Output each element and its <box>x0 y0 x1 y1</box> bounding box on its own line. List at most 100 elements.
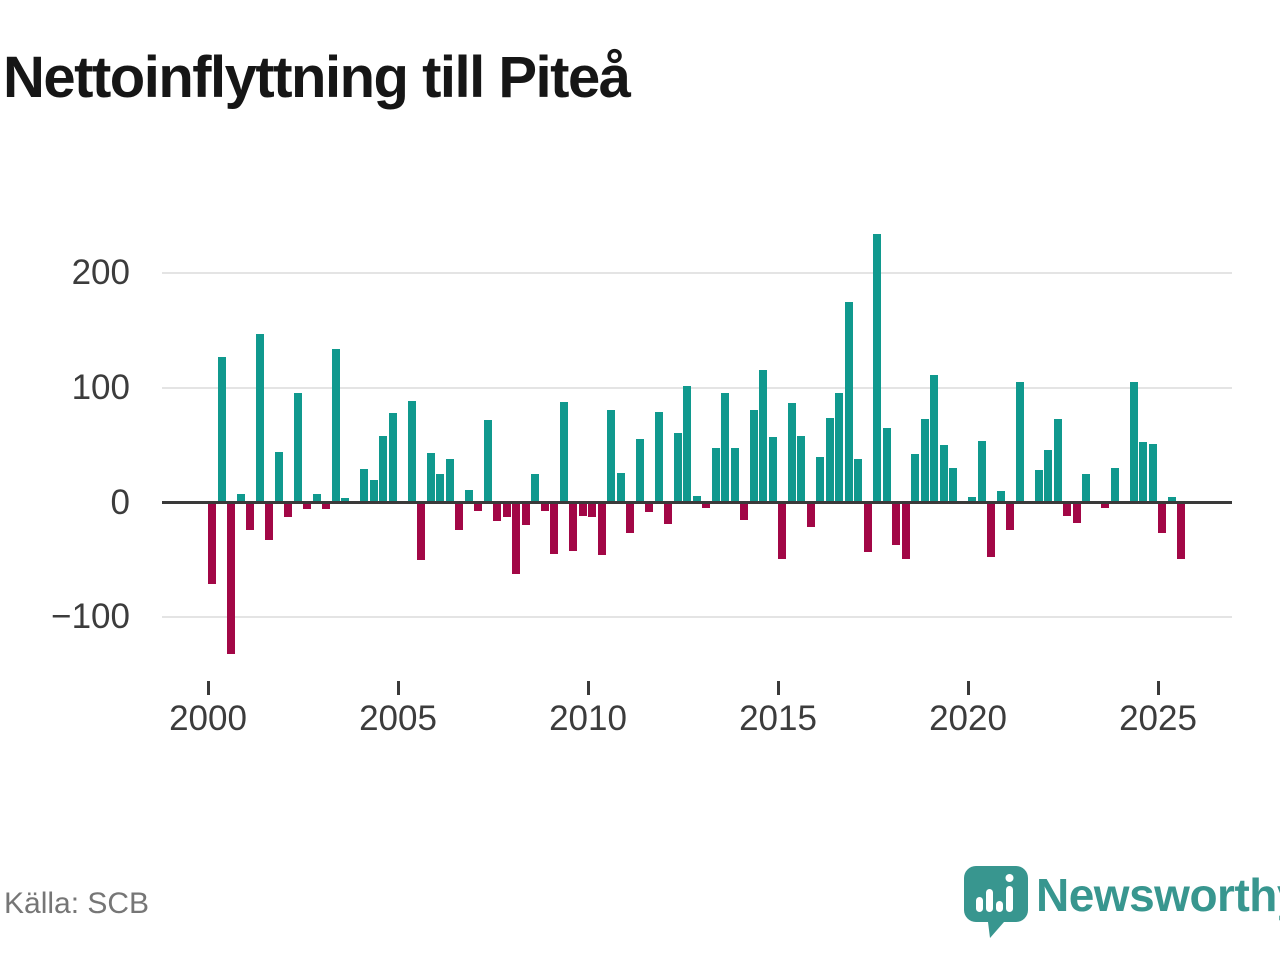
bar <box>597 502 606 556</box>
bar <box>540 502 549 511</box>
x-axis-tick <box>207 681 210 695</box>
bar <box>863 502 872 552</box>
bar <box>683 385 691 503</box>
x-axis-tick <box>967 681 970 695</box>
bar <box>882 428 891 503</box>
bar <box>1053 418 1062 503</box>
bar <box>360 469 368 503</box>
bar <box>721 392 729 503</box>
y-gridline <box>162 616 1232 619</box>
bar <box>892 502 900 545</box>
bar <box>265 502 273 541</box>
zero-axis-line <box>162 501 1232 504</box>
bar <box>246 502 254 530</box>
x-axis-tick-label: 2010 <box>549 699 627 738</box>
bar <box>331 349 340 503</box>
bar <box>949 468 957 503</box>
bar <box>569 502 577 551</box>
bar <box>464 489 473 503</box>
bar <box>939 445 948 503</box>
y-axis-tick-label: 200 <box>71 253 130 293</box>
bar <box>493 502 501 521</box>
bar <box>236 494 245 503</box>
bar <box>740 502 748 520</box>
bar <box>483 420 492 503</box>
bar <box>1139 441 1147 503</box>
bar <box>208 502 216 584</box>
bar <box>274 452 283 503</box>
bar <box>1072 502 1081 524</box>
bar <box>379 436 387 503</box>
bar <box>759 369 767 503</box>
bar <box>531 473 539 503</box>
bar <box>502 502 511 518</box>
y-axis-tick-label: 100 <box>71 367 130 407</box>
y-axis-tick-label: −100 <box>51 597 130 637</box>
bar <box>977 440 986 503</box>
x-axis-tick-label: 2015 <box>739 699 817 738</box>
bar <box>787 402 796 503</box>
bar <box>901 502 910 559</box>
bar <box>1034 470 1043 503</box>
bar <box>702 502 710 509</box>
bar <box>854 458 862 503</box>
newsworthy-speech-bubble-bar-chart-icon <box>962 864 1030 947</box>
bar <box>1006 502 1014 530</box>
bar <box>369 479 378 503</box>
bar <box>578 502 587 517</box>
bar <box>825 417 834 503</box>
newsworthy-logo: Newsworthy <box>960 862 1280 938</box>
bar <box>1015 382 1024 503</box>
bar <box>322 502 330 510</box>
x-axis-tick-label: 2025 <box>1119 699 1197 738</box>
bar <box>521 502 530 526</box>
bar <box>607 409 615 503</box>
bar <box>1158 502 1166 534</box>
bar <box>996 491 1005 503</box>
bar <box>1167 496 1176 503</box>
bar <box>227 502 235 654</box>
x-axis-tick-label: 2000 <box>169 699 247 738</box>
bar <box>1148 444 1157 503</box>
bar <box>293 392 302 503</box>
bar <box>217 357 226 503</box>
bar <box>930 375 938 503</box>
bar <box>987 502 995 558</box>
bar <box>341 497 349 503</box>
bar <box>550 502 558 555</box>
bar <box>455 502 463 530</box>
bar <box>512 502 520 574</box>
bar <box>626 502 634 534</box>
bar <box>1129 382 1138 503</box>
bar <box>673 432 682 503</box>
bar <box>407 400 416 503</box>
bar <box>654 412 663 503</box>
bar <box>1044 449 1052 503</box>
x-axis-tick <box>1157 681 1160 695</box>
bar <box>426 453 435 503</box>
bar <box>920 418 929 503</box>
bar <box>968 496 976 503</box>
bar <box>1177 502 1185 559</box>
chart-title: Nettoinflyttning till Piteå <box>3 45 631 110</box>
bar <box>312 494 321 503</box>
bar <box>749 409 758 503</box>
x-axis-tick <box>777 681 780 695</box>
x-axis-tick-label: 2020 <box>929 699 1007 738</box>
bar <box>588 502 596 518</box>
bar <box>436 473 444 503</box>
newsworthy-logo-text: Newsworthy <box>1036 869 1280 921</box>
bar <box>873 234 881 503</box>
bar <box>1082 473 1090 503</box>
bar <box>711 447 720 503</box>
bar <box>474 502 482 511</box>
x-axis-tick <box>587 681 590 695</box>
bar <box>806 502 815 527</box>
x-axis-tick-label: 2005 <box>359 699 437 738</box>
bar <box>388 413 397 503</box>
y-gridline <box>162 272 1232 275</box>
bar <box>445 458 454 503</box>
bar <box>417 502 425 560</box>
